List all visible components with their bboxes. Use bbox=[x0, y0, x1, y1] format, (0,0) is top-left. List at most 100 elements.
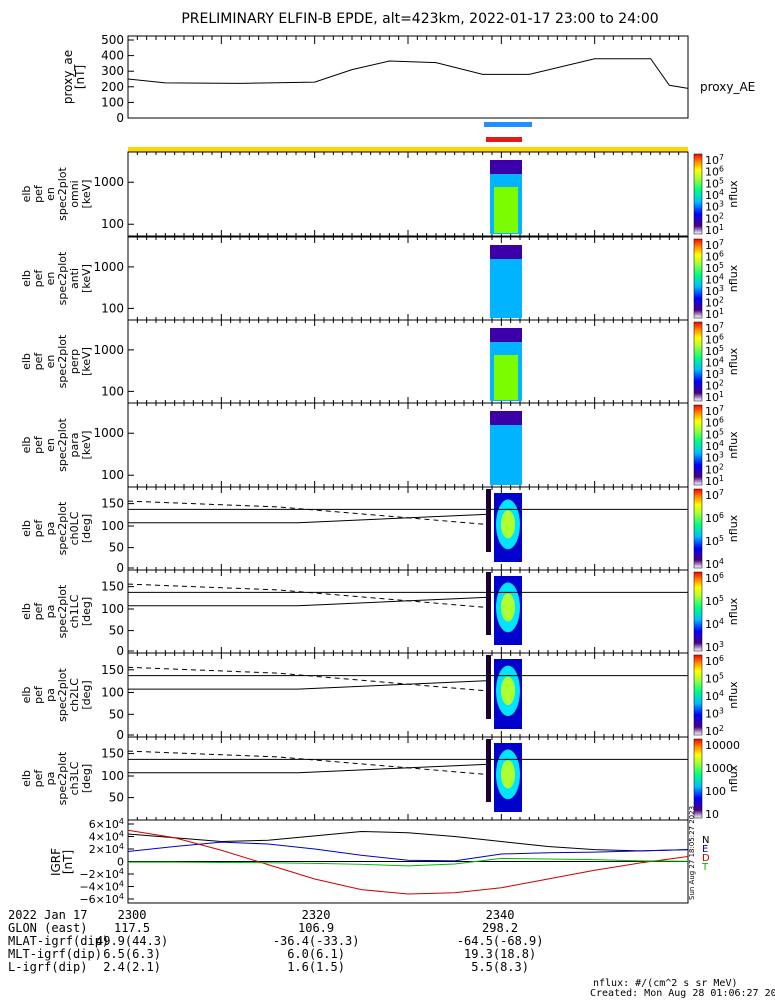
created-stamp: Created: Mon Aug 28 01:06:27 2023 bbox=[590, 988, 775, 999]
figure-title: PRELIMINARY ELFIN-B EPDE, alt=423km, 202… bbox=[181, 11, 658, 27]
colorbar-tick-label: 105 bbox=[705, 176, 724, 190]
ylabel-ch0LC: elb bbox=[20, 520, 33, 537]
y-tick-label: 0 bbox=[116, 728, 124, 742]
ylabel-omni: spec2plot bbox=[56, 167, 69, 221]
colorbar-perp bbox=[693, 321, 703, 402]
igrf-series-D bbox=[127, 829, 689, 895]
panel-frame-para bbox=[127, 402, 689, 488]
lc-dashed-line bbox=[127, 666, 487, 692]
footer-labels: 2022 Jan 17 GLON (east) MLAT-igrf(dip) MLT-… bbox=[8, 909, 109, 974]
colorbar-tick-label: 103 bbox=[705, 367, 724, 381]
colorbar-tick-label: 1000 bbox=[705, 762, 733, 775]
igrf-series-E bbox=[127, 841, 689, 862]
y-tick-label: 150 bbox=[101, 747, 124, 761]
ylabel-ch1LC: spec2plot bbox=[56, 584, 69, 638]
ylabel-ch0LC: [deg] bbox=[80, 514, 93, 543]
footer-value: 49.9(44.3) bbox=[96, 934, 169, 948]
y-tick-label: 150 bbox=[101, 497, 124, 511]
ylabel-ch2LC: elb bbox=[20, 687, 33, 704]
colorbar-tick-label: 104 bbox=[705, 188, 724, 202]
heatmap-core-perp bbox=[494, 355, 518, 400]
colorbar-label: nflux bbox=[727, 764, 740, 792]
igrf-tick-label: −4×104 bbox=[79, 880, 124, 894]
y-tick-label: 1000 bbox=[93, 343, 124, 357]
heatmap-cells-anti bbox=[490, 257, 522, 318]
y-tick-label: 100 bbox=[101, 217, 124, 231]
colorbar-tick-label: 105 bbox=[705, 344, 724, 358]
y-tick-label: 100 bbox=[101, 384, 124, 398]
ylabel-omni: omni bbox=[68, 180, 81, 207]
proxy-ae-tick-label: 0 bbox=[116, 111, 124, 125]
ylabel-anti: pef bbox=[32, 269, 45, 288]
colorbar-tick-label: 107 bbox=[705, 153, 724, 167]
x-tick-label: 2340 bbox=[485, 908, 515, 922]
colorbar-ch2LC bbox=[693, 654, 703, 736]
proxy-ae-tick-label: 400 bbox=[101, 49, 124, 63]
lc-dashed-line bbox=[127, 500, 487, 525]
igrf-ylabel: [nT] bbox=[61, 850, 75, 874]
colorbar-tick-label: 10000 bbox=[705, 739, 740, 752]
ylabel-ch2LC: pef bbox=[32, 685, 45, 704]
ylabel-omni: en bbox=[44, 187, 57, 201]
ylabel-anti: en bbox=[44, 272, 57, 286]
footer-row-label: L-igrf(dip) bbox=[8, 960, 88, 974]
colorbar-tick-label: 103 bbox=[705, 284, 724, 298]
ylabel-ch3LC: pef bbox=[32, 769, 45, 788]
colorbar-para bbox=[693, 404, 703, 486]
colorbar-tick-label: 101 bbox=[705, 390, 724, 404]
igrf-tick-label: −6×104 bbox=[79, 892, 124, 906]
blue-bar bbox=[484, 122, 532, 127]
yellow-bar bbox=[128, 147, 688, 152]
y-tick-label: 100 bbox=[101, 468, 124, 482]
ylabel-para: para bbox=[68, 433, 81, 458]
heatmap-noise-para bbox=[490, 411, 522, 425]
side-stamp: Sun Aug 27 18:05:27 2023 bbox=[688, 806, 696, 900]
ylabel-ch0LC: ch0LC bbox=[68, 511, 81, 545]
footer-row-label: MLAT-igrf(dip) bbox=[8, 934, 110, 948]
colorbar-tick-label: 105 bbox=[705, 534, 724, 548]
colorbar-tick-label: 10 bbox=[705, 808, 719, 821]
colorbar-tick-label: 107 bbox=[705, 404, 724, 418]
ylabel-ch2LC: ch2LC bbox=[68, 678, 81, 712]
panel-frame-ch0LC bbox=[127, 486, 689, 571]
colorbar-tick-label: 103 bbox=[705, 707, 724, 721]
colorbar-label: nflux bbox=[727, 347, 740, 375]
x-tick-label: 2320 bbox=[301, 908, 331, 922]
lc-solid-line bbox=[128, 680, 487, 690]
footer-value: 106.9 bbox=[298, 921, 335, 935]
colorbar-tick-label: 106 bbox=[705, 654, 724, 668]
ylabel-ch2LC: spec2plot bbox=[56, 668, 69, 722]
colorbar-tick-label: 102 bbox=[705, 211, 724, 225]
ylabel-ch3LC: elb bbox=[20, 770, 33, 787]
panel-frame-ch1LC bbox=[127, 569, 689, 654]
colorbar-tick-label: 103 bbox=[705, 451, 724, 465]
ylabel-ch3LC: ch3LC bbox=[68, 761, 81, 795]
colorbar-label: nflux bbox=[727, 681, 740, 709]
colorbar-label: nflux bbox=[727, 514, 740, 542]
colorbar-ch0LC bbox=[693, 488, 703, 569]
footer-value: -64.5(-68.9) bbox=[456, 934, 544, 948]
footer-value: 19.3(18.8) bbox=[464, 947, 537, 961]
colorbar-tick-label: 104 bbox=[705, 356, 724, 370]
ylabel-ch1LC: [deg] bbox=[80, 597, 93, 626]
y-tick-label: 100 bbox=[101, 301, 124, 315]
footer-row-label: MLT-igrf(dip) bbox=[8, 947, 102, 961]
panel-frame-ch3LC bbox=[127, 736, 689, 821]
lc-dashed-line bbox=[127, 750, 487, 775]
heatmap-strip-ch1LC bbox=[486, 572, 491, 635]
colorbar-anti bbox=[693, 238, 703, 319]
proxy-ae-frame bbox=[127, 35, 689, 119]
y-tick-label: 150 bbox=[101, 663, 124, 677]
x-tick-label: 2300 bbox=[117, 908, 147, 922]
igrf-legend-E: E bbox=[702, 844, 708, 855]
colorbar-tick-label: 106 bbox=[705, 511, 724, 525]
colorbar-tick-label: 106 bbox=[705, 571, 724, 585]
colorbar-tick-label: 106 bbox=[705, 250, 724, 264]
colorbar-omni bbox=[693, 153, 703, 235]
panel-frame-perp bbox=[127, 319, 689, 404]
proxy-ae-ylabel: [nT] bbox=[73, 65, 87, 89]
ylabel-perp: pef bbox=[32, 352, 45, 371]
proxy-ae-tick-label: 500 bbox=[101, 33, 124, 47]
ylabel-ch2LC: pa bbox=[44, 688, 57, 702]
y-tick-label: 50 bbox=[109, 791, 124, 805]
